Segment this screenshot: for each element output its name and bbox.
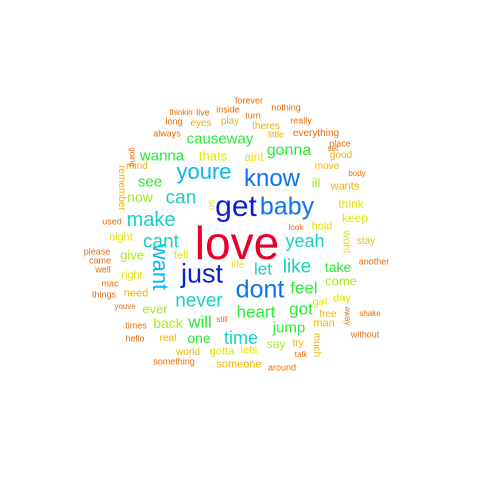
word-like: like — [282, 256, 312, 278]
word-gotta: gotta — [209, 345, 235, 358]
word-stay: stay — [356, 236, 376, 247]
word-shake: shake — [359, 309, 381, 318]
word-without: without — [350, 329, 380, 340]
word-make: make — [126, 209, 176, 231]
word-mac: mac — [101, 278, 119, 289]
word-time: time — [223, 328, 259, 348]
word-wants: wants — [330, 180, 360, 193]
word-hello: hello — [125, 333, 145, 344]
word-aint: aint — [244, 150, 264, 164]
word-thats: thats — [198, 148, 228, 164]
word-mind: mind — [126, 161, 148, 172]
word-cant: cant — [143, 231, 179, 253]
word-know: know — [243, 165, 301, 192]
word-free: free — [319, 309, 337, 320]
word-please: please — [83, 246, 111, 257]
word-turn: turn — [245, 110, 261, 121]
word-so: so — [206, 199, 217, 211]
word-heart: heart — [236, 302, 276, 322]
word-ever: ever — [142, 301, 168, 317]
word-jump: jump — [272, 319, 306, 337]
word-times: times — [125, 320, 147, 331]
word-now: now — [127, 189, 153, 205]
word-come: come — [325, 273, 357, 289]
word-theres: theres — [252, 121, 280, 132]
word-inside: inside — [216, 104, 240, 115]
word-talk: talk — [294, 350, 308, 359]
word-just: just — [180, 258, 224, 289]
word-day: day — [333, 292, 351, 305]
word-ill: ill — [311, 175, 321, 191]
word-hold: hold — [311, 220, 333, 233]
word-one: one — [187, 330, 211, 346]
word-try: try — [292, 338, 304, 349]
word-came: came — [88, 255, 112, 266]
word-something: something — [153, 356, 195, 367]
word-little: little — [267, 129, 285, 140]
word-night: night — [109, 231, 133, 244]
word-take: take — [324, 259, 352, 275]
word-everything: everything — [292, 128, 340, 139]
word-going: going — [128, 147, 137, 167]
word-keep: keep — [341, 211, 369, 225]
word-man: man — [313, 317, 335, 330]
word-can: can — [165, 187, 197, 209]
word-baby: baby — [259, 192, 315, 221]
word-forever: forever — [234, 95, 264, 106]
word-life: life — [231, 260, 245, 271]
word-still: still — [216, 315, 228, 324]
word-nothing: nothing — [271, 102, 301, 113]
word-see: see — [137, 173, 163, 191]
word-gonna: gonna — [266, 142, 312, 159]
word-say: say — [266, 337, 286, 351]
word-feel: feel — [290, 278, 318, 298]
word-real: real — [159, 333, 177, 344]
word-think: think — [338, 197, 364, 211]
word-youre: youre — [176, 159, 232, 184]
word-back: back — [153, 315, 183, 331]
word-things: things — [91, 289, 117, 300]
word-place: place — [329, 138, 351, 149]
word-wanna: wanna — [139, 147, 185, 165]
word-causeway: causeway — [186, 130, 254, 148]
word-remember: remember — [116, 165, 127, 211]
word-live: live — [196, 107, 210, 118]
word-youve: youve — [114, 302, 136, 311]
word-give: give — [120, 247, 144, 263]
word-move: move — [314, 161, 340, 172]
word-never: never — [175, 290, 223, 312]
word-good: good — [329, 150, 353, 161]
word-lets: lets — [240, 344, 258, 357]
word-set: set — [327, 144, 339, 153]
word-look: look — [288, 223, 304, 232]
word-another: another — [358, 256, 390, 267]
word-wont: wont — [340, 230, 353, 254]
word-world: world — [176, 347, 200, 358]
word-need: need — [123, 287, 149, 300]
word-eyes: eyes — [190, 118, 212, 129]
word-play: play — [220, 116, 240, 127]
word-let: let — [254, 259, 272, 279]
word-around: around — [267, 362, 297, 373]
word-love: love — [194, 217, 280, 269]
word-yeah: yeah — [285, 231, 325, 251]
word-much: much — [311, 332, 322, 358]
word-away: away — [343, 306, 352, 326]
word-thinkin: thinkin — [169, 108, 193, 117]
word-body: body — [348, 169, 366, 178]
word-get: get — [215, 190, 257, 223]
word-dont: dont — [235, 275, 285, 304]
word-tell: tell — [173, 249, 189, 262]
word-will: will — [188, 312, 212, 332]
word-well: well — [95, 264, 111, 275]
word-always: always — [153, 128, 181, 139]
word-girl: girl — [312, 296, 328, 309]
word-really: really — [290, 115, 312, 126]
word-someone: someone — [216, 358, 262, 371]
word-got: got — [289, 299, 313, 319]
word-right: right — [121, 269, 143, 282]
word-used: used — [102, 216, 122, 227]
word-long: long — [165, 116, 183, 127]
